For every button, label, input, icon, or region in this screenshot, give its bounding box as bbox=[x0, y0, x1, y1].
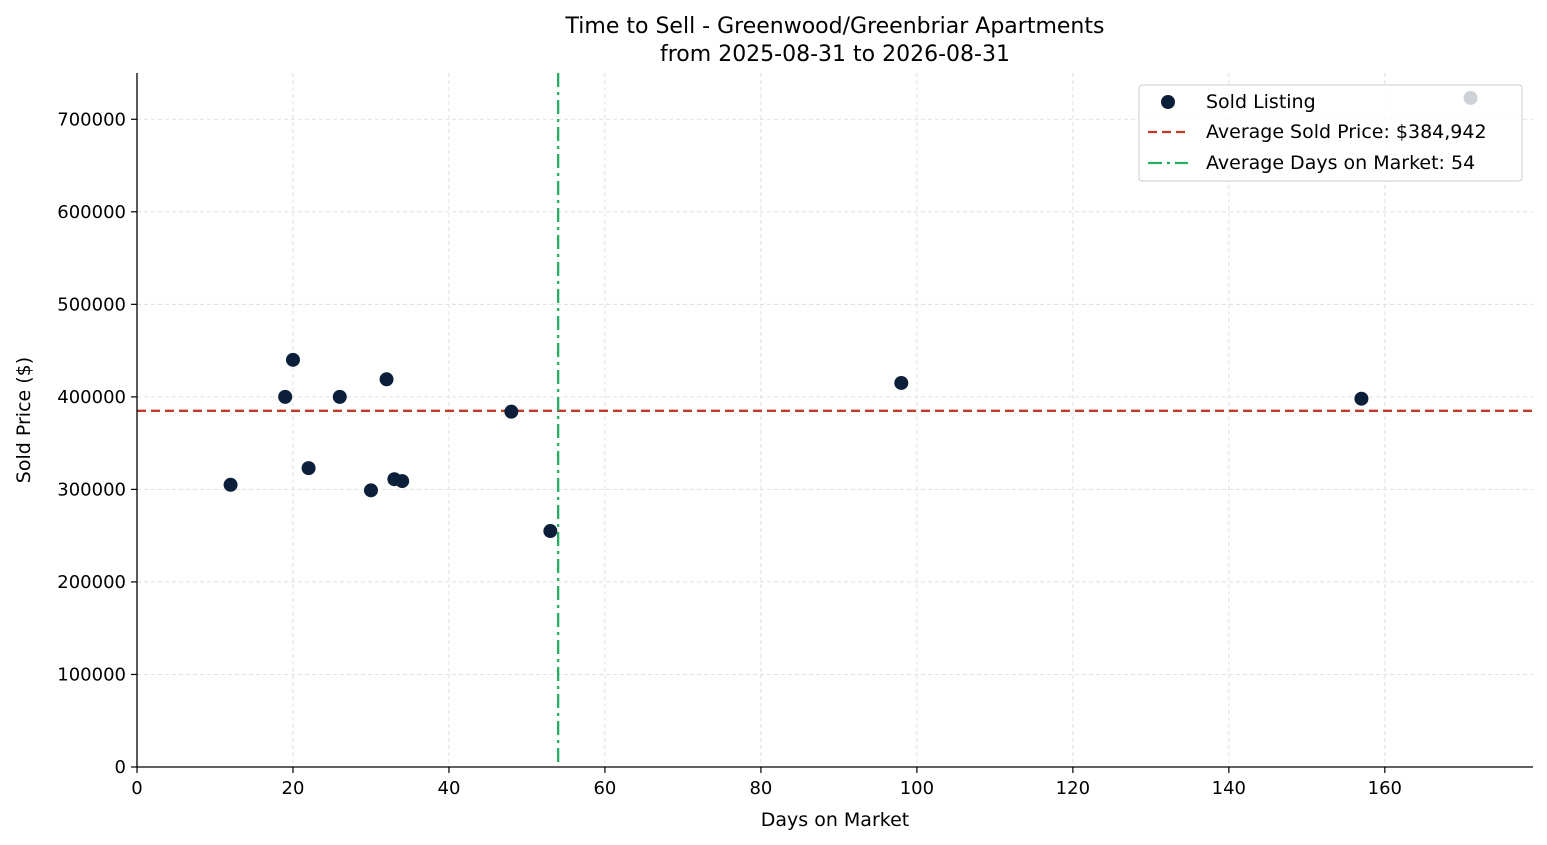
x-tick-label: 20 bbox=[282, 778, 305, 799]
legend: Sold Listing Average Sold Price: $384,942… bbox=[1138, 84, 1523, 182]
data-point bbox=[363, 483, 378, 498]
data-point bbox=[223, 477, 238, 492]
data-point bbox=[332, 389, 347, 404]
y-tick-label: 500000 bbox=[57, 294, 126, 315]
y-tick-label: 100000 bbox=[57, 664, 126, 685]
legend-box bbox=[1138, 84, 1523, 182]
data-point bbox=[504, 404, 519, 419]
data-point bbox=[285, 352, 300, 367]
y-tick-label: 700000 bbox=[57, 109, 126, 130]
x-tick-label: 80 bbox=[749, 778, 772, 799]
data-point bbox=[395, 474, 410, 489]
y-tick-label: 300000 bbox=[57, 479, 126, 500]
data-point bbox=[543, 524, 558, 539]
y-tick-label: 0 bbox=[115, 757, 126, 778]
y-axis-label: Sold Price ($) bbox=[13, 357, 35, 483]
data-point bbox=[379, 372, 394, 387]
legend-label-vertical-line: Average Days on Market: 54 bbox=[1206, 152, 1475, 174]
data-points bbox=[223, 90, 1478, 539]
x-axis-label: Days on Market bbox=[761, 809, 909, 831]
legend-label-horizontal-line: Average Sold Price: $384,942 bbox=[1206, 121, 1487, 143]
x-tick-label: 120 bbox=[1056, 778, 1090, 799]
axes bbox=[131, 73, 1533, 773]
x-tick-label: 0 bbox=[131, 778, 142, 799]
chart-title: Time to Sell - Greenwood/Greenbriar Apar… bbox=[565, 14, 1105, 39]
tick-labels: 0 20 40 60 80 100 120 140 160 0 100000 200000 300000… bbox=[57, 109, 1402, 799]
x-tick-label: 100 bbox=[900, 778, 934, 799]
reference-lines bbox=[137, 73, 1533, 767]
legend-marker-sold-listing bbox=[1161, 95, 1175, 109]
x-tick-label: 140 bbox=[1212, 778, 1246, 799]
data-point bbox=[894, 375, 909, 390]
y-tick-label: 600000 bbox=[57, 202, 126, 223]
data-point bbox=[301, 461, 316, 476]
y-tick-label: 400000 bbox=[57, 387, 126, 408]
y-tick-label: 200000 bbox=[57, 572, 126, 593]
x-tick-label: 160 bbox=[1368, 778, 1402, 799]
x-tick-label: 40 bbox=[438, 778, 461, 799]
x-tick-label: 60 bbox=[593, 778, 616, 799]
data-point bbox=[1354, 391, 1369, 406]
chart-subtitle: from 2025-08-31 to 2026-08-31 bbox=[660, 42, 1010, 67]
data-point bbox=[278, 389, 293, 404]
legend-label-sold-listing: Sold Listing bbox=[1206, 91, 1316, 113]
